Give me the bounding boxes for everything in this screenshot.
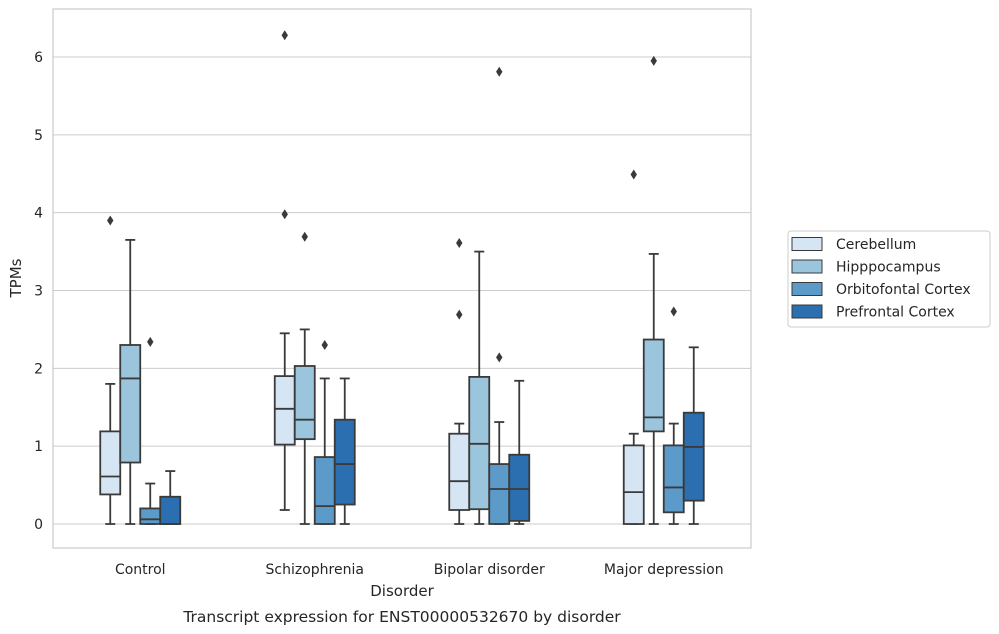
- box-iqr: [139, 507, 162, 525]
- box-item: [119, 239, 142, 525]
- legend-label: Orbitofontal Cortex: [836, 282, 971, 298]
- box-iqr: [313, 456, 336, 525]
- y-tick-labels: 0 1 2 3 4 5 6: [34, 50, 43, 533]
- box-iqr: [682, 411, 705, 502]
- outlier-point: [321, 339, 328, 350]
- chart-caption: Transcript expression for ENST0000053267…: [182, 608, 621, 626]
- box-item: [488, 66, 511, 525]
- outlier-point: [281, 30, 288, 41]
- outlier-point: [456, 238, 463, 249]
- legend-item: Cerebellum: [791, 237, 916, 253]
- legend-swatch: [791, 282, 823, 296]
- legend-item: Orbitofontal Cortex: [791, 282, 971, 298]
- box-item: [333, 377, 356, 525]
- box-item: [642, 55, 665, 525]
- plot-area: [52, 8, 752, 549]
- x-tick-label: Control: [115, 562, 166, 578]
- box-iqr: [508, 453, 531, 522]
- box-iqr: [119, 344, 142, 464]
- box-iqr: [159, 495, 182, 525]
- outlier-point: [107, 215, 114, 226]
- outlier-point: [630, 169, 637, 180]
- box-iqr: [662, 444, 685, 514]
- box-iqr: [273, 375, 296, 446]
- legend-label: Hipppocampus: [836, 260, 941, 276]
- box-iqr: [333, 418, 356, 506]
- outlier-point: [496, 352, 503, 363]
- box-item: [622, 169, 645, 525]
- y-tick-label: 0: [34, 517, 43, 533]
- box-item: [468, 250, 491, 525]
- box-iqr: [622, 444, 645, 525]
- legend-label: Prefrontal Cortex: [836, 305, 955, 321]
- grid-lines: [53, 56, 751, 525]
- x-tick-label: Major depression: [604, 562, 724, 578]
- legend-item: Prefrontal Cortex: [791, 304, 955, 321]
- box-item: [293, 231, 316, 525]
- legend-item: Hipppocampus: [791, 259, 941, 276]
- x-tick-label: Schizophrenia: [266, 562, 364, 578]
- box-iqr: [642, 338, 665, 433]
- y-tick-label: 4: [34, 206, 43, 222]
- outlier-point: [670, 306, 677, 317]
- box-iqr: [99, 430, 122, 496]
- y-tick-label: 6: [34, 50, 43, 66]
- legend: Cerebellum Hipppocampus Orbitofontal Corte…: [787, 230, 991, 328]
- box-item: [159, 470, 182, 525]
- legend-label: Cerebellum: [836, 237, 916, 253]
- box-iqr: [448, 432, 471, 511]
- box-iqr: [488, 463, 511, 525]
- box-item: [139, 336, 162, 525]
- x-tick-labels: Control Schizophrenia Bipolar disorder Majo…: [115, 562, 724, 578]
- legend-swatch: [791, 237, 823, 251]
- legend-frame: [787, 230, 991, 328]
- box-item: [508, 379, 531, 525]
- y-tick-label: 1: [34, 439, 43, 455]
- outlier-point: [650, 55, 657, 66]
- outlier-point: [301, 231, 308, 242]
- y-tick-label: 5: [34, 128, 43, 144]
- outlier-point: [456, 309, 463, 320]
- y-tick-label: 2: [34, 361, 43, 377]
- x-tick-label: Bipolar disorder: [434, 562, 545, 578]
- y-axis-label: TPMs: [7, 258, 25, 298]
- outlier-point: [496, 66, 503, 77]
- y-tick-label: 3: [34, 284, 43, 300]
- outlier-point: [281, 209, 288, 220]
- outlier-point: [147, 336, 154, 347]
- box-series: [99, 30, 705, 525]
- legend-swatch: [791, 304, 823, 319]
- box-item: [313, 339, 336, 525]
- box-item: [682, 346, 705, 525]
- box-iqr: [293, 365, 316, 441]
- x-axis-label: Disorder: [370, 582, 434, 600]
- legend-swatch: [791, 259, 823, 274]
